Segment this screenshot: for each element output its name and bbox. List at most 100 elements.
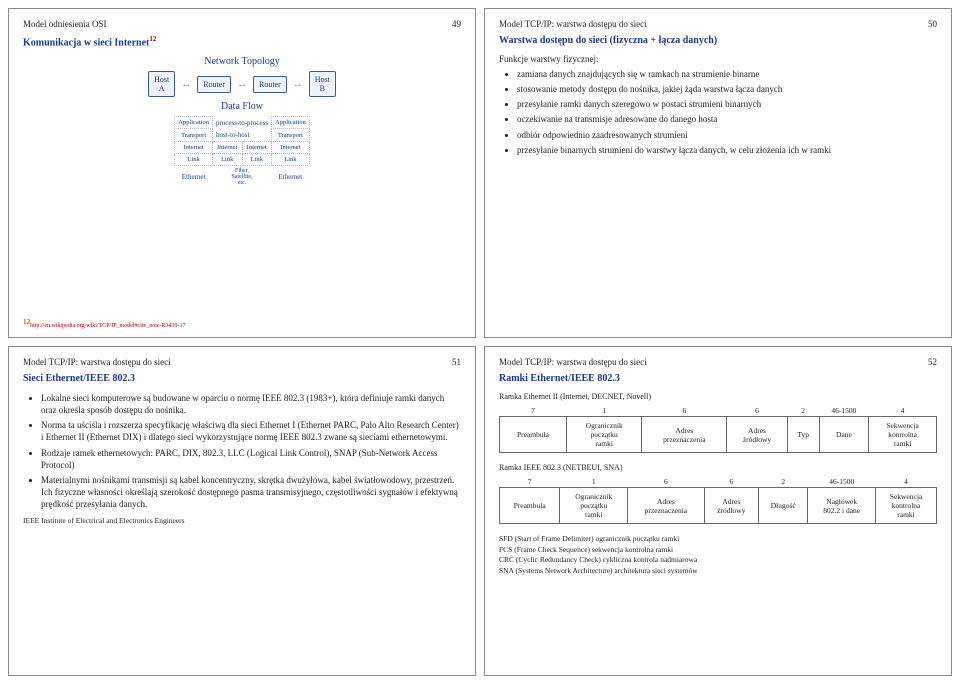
slide-title: Warstwa dostępu do sieci (fizyczna + łąc… (499, 35, 937, 46)
ieee-footer: IEEE Institute of Electrical and Electro… (23, 516, 461, 525)
frame-field: Adresźródłowy (704, 488, 758, 524)
slide-title: Komunikacja w sieci Internet12 (23, 35, 461, 48)
host-b-node: HostB (309, 71, 336, 97)
definitions: SFD (Start of Frame Delimiter) ograniczn… (499, 534, 937, 576)
col-width: 6 (642, 405, 727, 417)
def-line: CRC (Cyclic Redundancy Check) cykliczna … (499, 555, 937, 566)
frame-field: Ogranicznikpoczątkuramki (566, 417, 642, 453)
list-item: stosowanie metody dostępu do nośnika, ja… (517, 83, 937, 95)
layer-cell: Internet (272, 141, 310, 153)
layer-cell: Application (272, 117, 310, 129)
slide-header: Model odniesienia OSI 49 (23, 19, 461, 29)
layer-cell: Link (175, 153, 213, 165)
frame-field: Typ (787, 417, 819, 453)
col-width: 6 (628, 476, 704, 488)
layer-cell: Internet (242, 141, 272, 153)
layer-cell: Internet (175, 141, 213, 153)
table2-label: Ramka IEEE 802.3 (NETBEUI, SNA) (499, 463, 937, 472)
frame-field: Ogranicznikpoczątkuramki (560, 488, 628, 524)
layer-cell: Link (242, 153, 272, 165)
arrow-icon: ↔ (293, 79, 303, 90)
medium-label: Fiber,Satellite,etc. (212, 165, 271, 188)
section-label: Model TCP/IP: warstwa dostępu do sieci (23, 357, 171, 367)
layer-cell: Transport (272, 129, 310, 142)
layer-cell: Link (212, 153, 242, 165)
arrow-icon: ↔ (237, 79, 247, 90)
col-width: 7 (500, 476, 560, 488)
frame-field: Sekwencjakontrolnaramki (869, 417, 937, 453)
arrow-icon: ↔ (181, 79, 191, 90)
frame-field: Sekwencjakontrolnaramki (876, 488, 937, 524)
host-a-node: HostA (148, 71, 175, 97)
footnote-link[interactable]: http://en.wikipedia.org/wiki/TCP/IP_mode… (30, 323, 186, 329)
width-row: 7 1 6 6 2 46-1500 4 (500, 405, 937, 417)
network-topology-diagram: Network Topology HostA ↔ Router ↔ Router… (112, 56, 372, 188)
slide-header: Model TCP/IP: warstwa dostępu do sieci 5… (499, 19, 937, 29)
ieee-8023-frame-table: 7 1 6 6 2 46-1500 4 Preambuła Ograniczni… (499, 476, 937, 524)
def-line: FCS (Frame Check Sequence) sekwencja kon… (499, 545, 937, 556)
page-number: 50 (928, 19, 937, 29)
dataflow-table: Application process-to-process Applicati… (174, 116, 310, 188)
col-width: 46-1500 (808, 476, 876, 488)
frame-field: Preambuła (500, 417, 567, 453)
section-label: Model TCP/IP: warstwa dostępu do sieci (499, 357, 647, 367)
frame-field: Adresźródłowy (727, 417, 788, 453)
def-line: SFD (Start of Frame Delimiter) ograniczn… (499, 534, 937, 545)
list-item: Rodzaje ramek ethernetowych: PARC, DIX, … (41, 447, 461, 471)
list-item: przesyłanie ramki danych szeregowo w pos… (517, 98, 937, 110)
table1-label: Ramka Ethernet II (Internet, DECNET, Nov… (499, 392, 937, 401)
col-width: 4 (869, 405, 937, 417)
medium-label: Ethernet (175, 165, 213, 188)
ethernet-ii-frame-table: 7 1 6 6 2 46-1500 4 Preambuła Ograniczni… (499, 405, 937, 453)
frame-field: Dane (819, 417, 869, 453)
layer-cell: Application (175, 117, 213, 129)
list-item: przesyłanie binarnych strumieni do warst… (517, 144, 937, 156)
topology-title: Network Topology (112, 56, 372, 67)
frame-field: Nagłówek802.2 i dane (808, 488, 876, 524)
list-item: Materialnymi nośnikami transmisji są kab… (41, 474, 461, 510)
router-node: Router (253, 76, 287, 93)
section-label: Model odniesienia OSI (23, 19, 107, 29)
slide-header: Model TCP/IP: warstwa dostępu do sieci 5… (499, 357, 937, 367)
frame-field: Długość (759, 488, 808, 524)
slide-title: Ramki Ethernet/IEEE 802.3 (499, 373, 937, 384)
flow-label: host-to-host (212, 129, 271, 142)
layer-cell: Internet (212, 141, 242, 153)
list-item: Lokalne sieci komputerowe są budowane w … (41, 392, 461, 416)
layer-cell: Transport (175, 129, 213, 142)
page-number: 49 (452, 19, 461, 29)
col-width: 6 (727, 405, 788, 417)
slide-header: Model TCP/IP: warstwa dostępu do sieci 5… (23, 357, 461, 367)
col-width: 2 (759, 476, 808, 488)
footnote-num: 12 (23, 318, 30, 326)
slide-title: Sieci Ethernet/IEEE 802.3 (23, 373, 461, 384)
title-text: Komunikacja w sieci Internet (23, 37, 149, 48)
page-number: 51 (452, 357, 461, 367)
col-width: 6 (704, 476, 758, 488)
list-item: odbiór odpowiednio zaadresowanych strumi… (517, 129, 937, 141)
width-row: 7 1 6 6 2 46-1500 4 (500, 476, 937, 488)
router-node: Router (197, 76, 231, 93)
list-item: zamiana danych znajdujących się w ramkac… (517, 68, 937, 80)
page-number: 52 (928, 357, 937, 367)
list-text: Rodzaje ramek ethernetowych: PARC, DIX, … (41, 448, 438, 470)
list-text: Norma ta uściśla i rozszerza specyfikacj… (41, 420, 459, 442)
def-line: SNA (Systems Network Architecture) archi… (499, 566, 937, 577)
dataflow-title: Data Flow (112, 101, 372, 112)
field-row: Preambuła Ogranicznikpoczątkuramki Adres… (500, 488, 937, 524)
frame-field: Adresprzeznaczenia (628, 488, 704, 524)
slide-52: Model TCP/IP: warstwa dostępu do sieci 5… (484, 346, 952, 676)
col-width: 2 (787, 405, 819, 417)
flow-label: process-to-process (212, 117, 271, 129)
footnote: 12http://en.wikipedia.org/wiki/TCP/IP_mo… (23, 318, 186, 329)
slide-49: Model odniesienia OSI 49 Komunikacja w s… (8, 8, 476, 338)
frame-field: Preambuła (500, 488, 560, 524)
bullet-list: Lokalne sieci komputerowe są budowane w … (41, 392, 461, 510)
layer-cell: Link (272, 153, 310, 165)
col-width: 7 (500, 405, 567, 417)
field-row: Preambuła Ogranicznikpoczątkuramki Adres… (500, 417, 937, 453)
slide-51: Model TCP/IP: warstwa dostępu do sieci 5… (8, 346, 476, 676)
title-superscript: 12 (149, 35, 156, 43)
topology-nodes: HostA ↔ Router ↔ Router ↔ HostB (112, 71, 372, 97)
medium-label: Ethernet (272, 165, 310, 188)
